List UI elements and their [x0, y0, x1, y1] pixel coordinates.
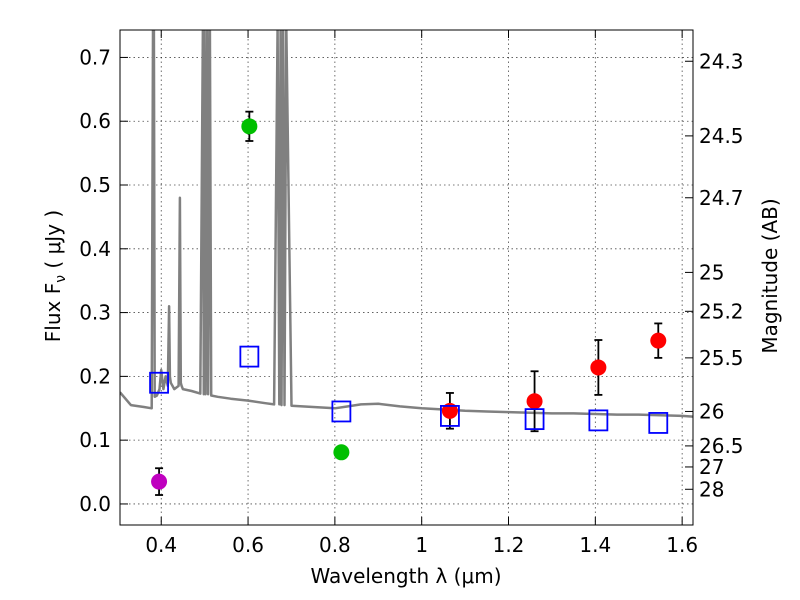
y2-tick-label: 27 [699, 455, 724, 479]
y-tick-label: 0.4 [79, 237, 111, 261]
y-axis-label-unit: ( μJy ) [41, 210, 65, 275]
model-photometry-square [440, 405, 460, 427]
y-axis-label: Flux Fν ( μJy ) [41, 210, 69, 342]
y-tick-label: 0.2 [79, 364, 111, 388]
y2-tick-label: 26 [699, 399, 724, 423]
x-tick-label: 0.4 [145, 533, 177, 557]
y-tick-label: 0.1 [79, 428, 111, 452]
y2-tick-label: 24.7 [699, 186, 744, 210]
photometry-point [526, 393, 543, 410]
model-photometry-square [524, 408, 545, 431]
x-tick-label: 1 [415, 533, 428, 557]
y-tick-label: 0.3 [79, 301, 111, 325]
model-photometry-square [588, 409, 609, 432]
model-photometry-square [648, 412, 669, 434]
x-tick-label: 1.4 [579, 533, 611, 557]
grid [120, 30, 693, 525]
y2-tick-label: 25.2 [699, 299, 744, 323]
photometry-point [333, 444, 350, 461]
photometry-point [151, 473, 168, 490]
x-tick-label: 0.6 [232, 533, 264, 557]
plot-frame [119, 29, 694, 526]
spectrum-line [120, 30, 693, 418]
axis-ticks: 0.4 0.6 0.8 1 1.2 1.4 1.6 0.0 0.1 0.2 0.3 0.4 0.5 0.6… [79, 30, 744, 557]
x-tick-label: 0.8 [319, 533, 351, 557]
y2-axis-label: Magnitude (AB) [758, 198, 782, 353]
model-photometry-square [149, 371, 169, 394]
y-axis-label-subscript: ν [53, 275, 69, 283]
y-tick-label: 0.7 [79, 45, 111, 69]
y2-tick-label: 25 [699, 260, 724, 284]
x-tick-label: 1.2 [493, 533, 525, 557]
photometry-point [241, 118, 258, 135]
model-photometry-square [331, 400, 352, 423]
y-tick-label: 0.6 [79, 109, 111, 133]
data-points [149, 110, 669, 496]
y-axis-label-main: Flux F [41, 283, 65, 342]
photometry-point [590, 359, 607, 376]
x-tick-label: 1.6 [666, 533, 698, 557]
y2-tick-label: 28 [699, 477, 724, 501]
y-tick-label: 0.5 [79, 173, 111, 197]
y2-tick-label: 25.5 [699, 346, 744, 370]
y2-tick-label: 24.3 [699, 49, 744, 73]
y2-tick-label: 24.5 [699, 124, 744, 148]
model-photometry-square [239, 345, 260, 368]
photometry-point [650, 332, 667, 349]
y2-tick-label: 26.5 [699, 434, 744, 458]
y-tick-label: 0.0 [79, 492, 111, 516]
model-spectrum [120, 30, 693, 418]
x-axis-label: Wavelength λ (μm) [310, 564, 501, 588]
